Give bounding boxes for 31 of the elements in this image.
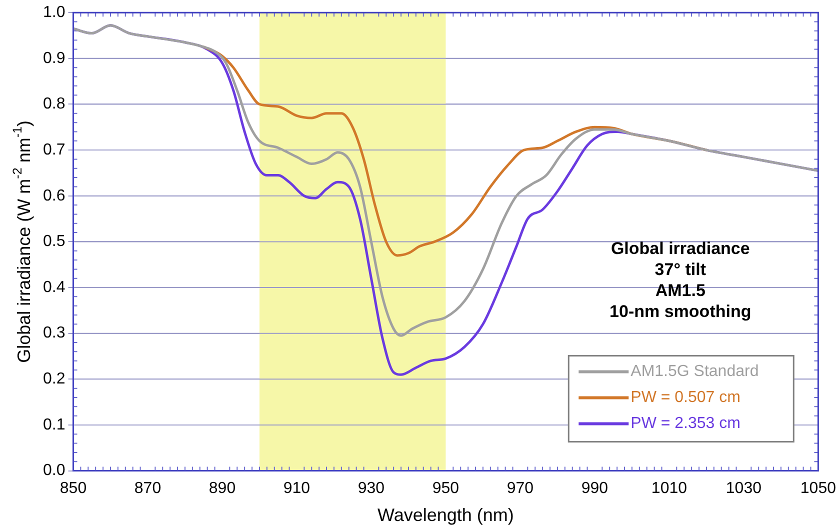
y-tick-label: 0.4 (42, 278, 66, 296)
y-tick-label: 0.7 (42, 141, 66, 158)
x-tick-label: 850 (60, 480, 87, 497)
x-tick-label: 1050 (800, 480, 836, 497)
x-tick-label: 1010 (651, 480, 688, 497)
y-tick-label: 0.8 (42, 96, 66, 113)
annotation: 37° tilt (654, 260, 706, 280)
legend-label: AM1.5G Standard (630, 363, 759, 380)
y-tick-label: 0.9 (42, 50, 66, 67)
x-tick-label: 950 (432, 480, 460, 497)
y-tick-label: 0.5 (42, 233, 66, 250)
annotation: AM1.5 (655, 281, 706, 300)
y-axis-title: Global irradiance (W m-2 nm-1) (10, 120, 34, 363)
x-tick-label: 890 (208, 480, 236, 497)
x-tick-label: 930 (358, 480, 385, 497)
x-axis-title: Wavelength (nm) (378, 504, 514, 525)
x-tick-label: 990 (581, 480, 608, 497)
x-tick-label: 910 (283, 480, 310, 497)
x-tick-label: 870 (134, 480, 162, 497)
y-tick-label: 0.6 (42, 187, 66, 204)
y-tick-label: 0.2 (42, 370, 66, 388)
annotation: Global irradiance (610, 239, 750, 258)
annotation: 10-nm smoothing (610, 302, 752, 322)
x-tick-label: 970 (506, 480, 534, 497)
y-tick-label: 0.3 (42, 324, 66, 342)
y-tick-label: 1.0 (42, 4, 66, 22)
y-tick-label: 0.1 (42, 416, 66, 434)
legend-label: PW = 0.507 cm (630, 389, 740, 406)
legend-label: PW = 2.353 cm (630, 415, 740, 432)
y-tick-label: 0.0 (42, 462, 66, 480)
x-tick-label: 1030 (726, 480, 762, 497)
